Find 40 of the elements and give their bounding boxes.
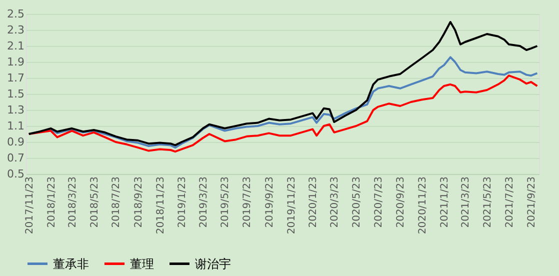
x-tick-label: 2020/11/23 bbox=[418, 176, 429, 234]
y-tick-label: 2.5 bbox=[7, 8, 24, 20]
x-tick-label: 2020/1/23 bbox=[308, 176, 320, 228]
x-tick-label: 2018/9/23 bbox=[133, 176, 144, 228]
y-tick-label: 0.7 bbox=[7, 152, 24, 164]
legend-label: 谢治宇 bbox=[195, 256, 231, 271]
y-tick-label: 2.3 bbox=[7, 24, 24, 36]
x-tick-label: 2018/7/23 bbox=[111, 176, 122, 228]
legend-label: 董承非 bbox=[53, 256, 89, 271]
y-tick-label: 1.1 bbox=[7, 120, 24, 132]
x-tick-label: 2021/5/23 bbox=[482, 176, 494, 228]
y-tick-label: 1.9 bbox=[7, 56, 24, 68]
x-tick-label: 2018/11/23 bbox=[155, 176, 166, 234]
x-tick-label: 2021/9/23 bbox=[526, 176, 538, 228]
x-tick-label: 2018/3/23 bbox=[67, 176, 78, 228]
line-series bbox=[28, 21, 538, 146]
x-tick-label: 2020/5/23 bbox=[352, 176, 363, 228]
x-tick-label: 2021/7/23 bbox=[504, 176, 516, 228]
y-tick-label: 1.7 bbox=[7, 72, 24, 84]
x-tick-label: 2019/7/23 bbox=[242, 176, 254, 228]
y-tick-label: 0.9 bbox=[7, 136, 24, 148]
x-tick-label: 2021/3/23 bbox=[460, 176, 472, 228]
y-tick-label: 1.5 bbox=[7, 88, 24, 100]
x-tick-label: 2020/9/23 bbox=[396, 176, 407, 228]
x-tick-label: 2018/5/23 bbox=[89, 176, 100, 228]
x-tick-label: 2019/1/23 bbox=[177, 176, 188, 228]
x-tick-label: 2018/1/23 bbox=[46, 176, 58, 228]
legend-label: 董理 bbox=[130, 256, 154, 271]
x-tick-label: 2019/5/23 bbox=[220, 176, 232, 228]
y-tick-label: 1.3 bbox=[7, 104, 24, 116]
x-tick-label: 2019/11/23 bbox=[286, 176, 298, 234]
x-tick-label: 2019/9/23 bbox=[264, 176, 276, 228]
x-tick-label: 2020/3/23 bbox=[330, 176, 341, 228]
x-tick-label: 2021/1/23 bbox=[439, 176, 450, 228]
line-series bbox=[28, 74, 538, 153]
y-tick-label: 2.1 bbox=[7, 40, 24, 52]
x-tick-label: 2019/3/23 bbox=[198, 176, 210, 228]
x-tick-label: 2017/11/23 bbox=[24, 176, 36, 234]
x-tick-label: 2020/7/23 bbox=[373, 176, 384, 228]
y-tick-label: 0.5 bbox=[7, 168, 24, 180]
